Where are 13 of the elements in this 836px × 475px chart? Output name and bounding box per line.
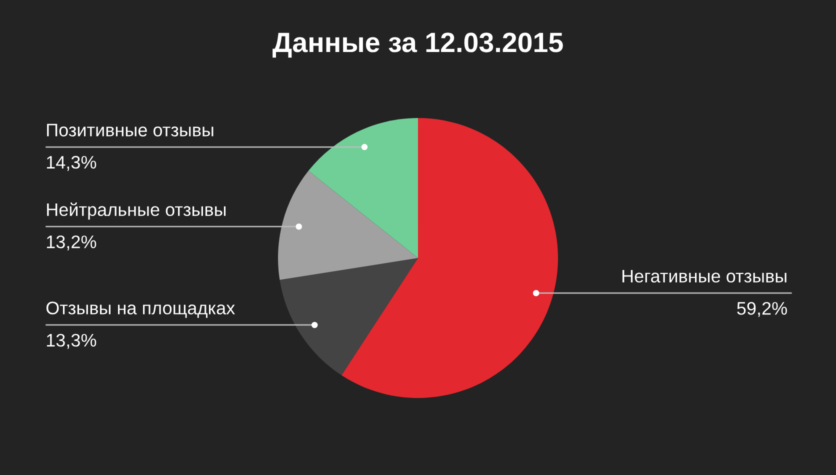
data-label: 59,2%	[737, 302, 787, 317]
slice-label: Негативные отзывы	[622, 270, 786, 283]
data-label: 13,3%	[46, 334, 96, 349]
data-label: 14,3%	[46, 156, 96, 171]
data-label: 13,2%	[46, 235, 96, 250]
slice-label: Отзывы на площадках	[46, 302, 235, 318]
pie-slice	[278, 170, 418, 280]
pie-slice	[342, 118, 558, 398]
slice-label: Нейтральные отзывы	[47, 202, 226, 220]
slice-label: Позитивные отзывы	[47, 124, 214, 136]
pie-slice	[308, 118, 418, 258]
chart-title: Данные за 12.03.2015	[272, 32, 563, 58]
pie-slice	[280, 258, 418, 376]
